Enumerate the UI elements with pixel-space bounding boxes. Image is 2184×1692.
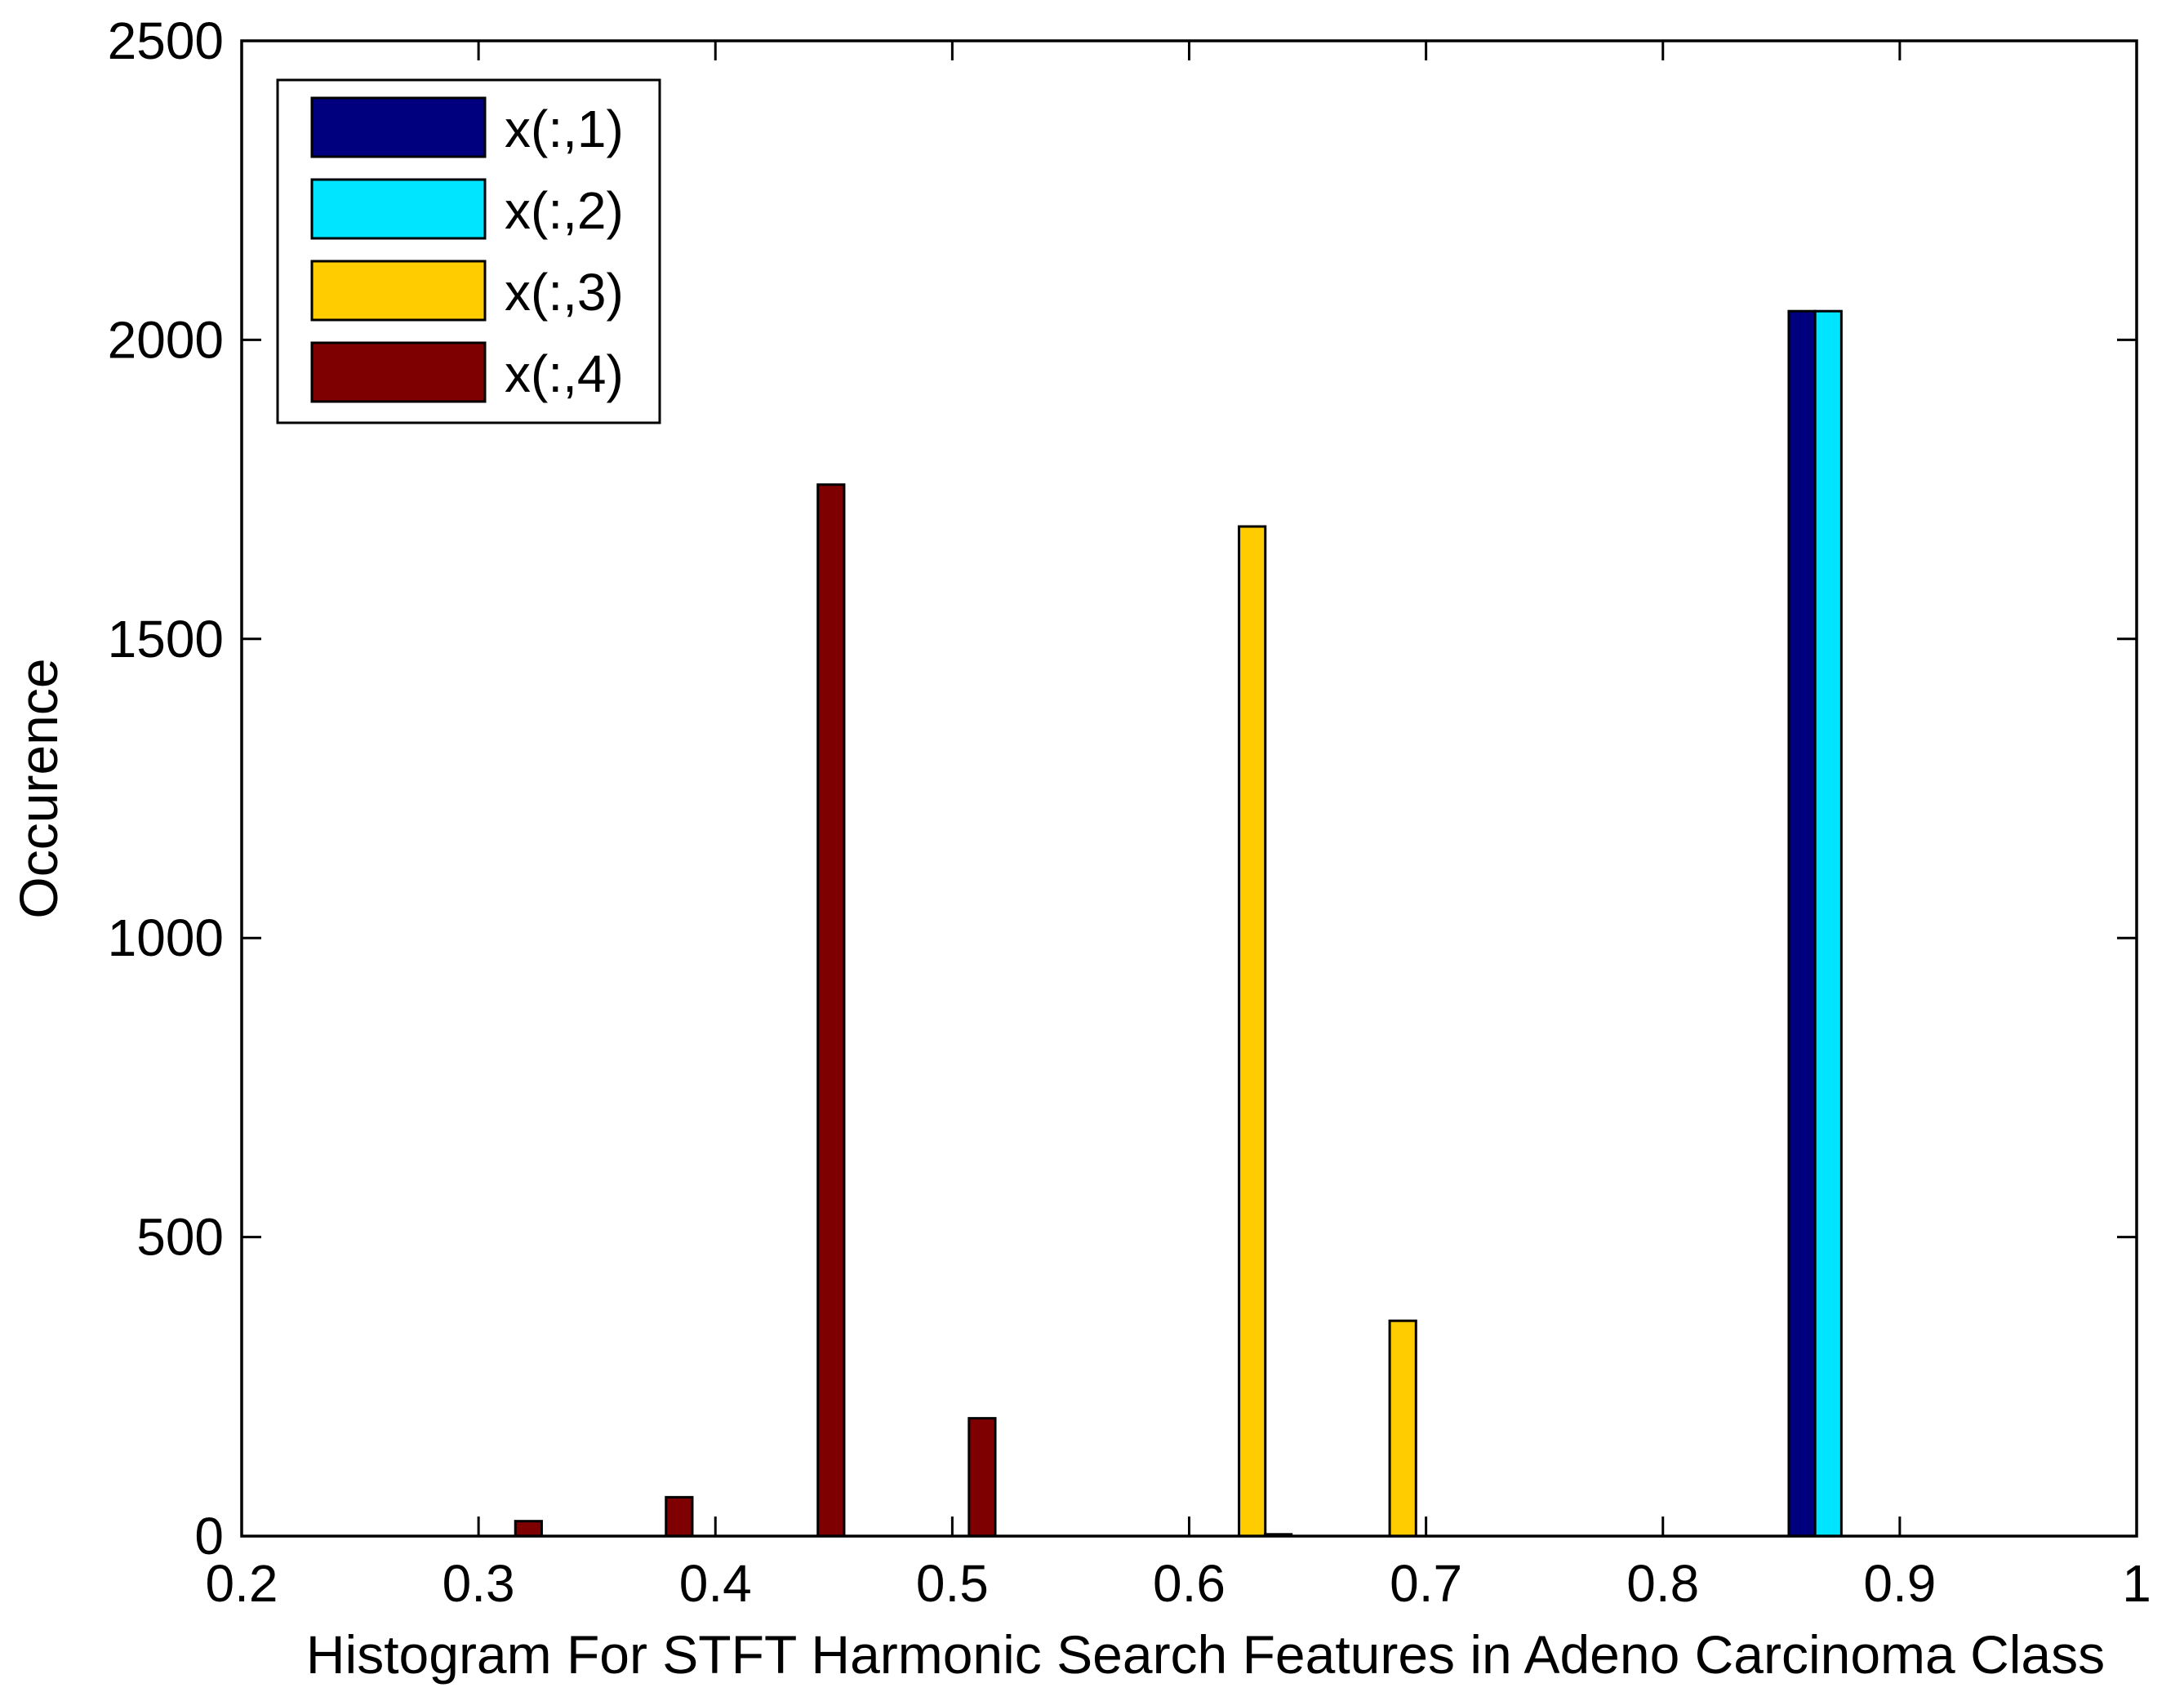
y-tick-label: 1500: [108, 610, 224, 668]
bars-layer: [514, 309, 1843, 1538]
y-tick-label: 2000: [108, 310, 224, 369]
bar-series-4-1: [514, 1520, 543, 1538]
x-tick-label: 0.2: [206, 1554, 278, 1613]
legend-swatch: [310, 260, 487, 322]
bar-series-3-2: [1388, 1319, 1417, 1538]
x-tick-label: 0.8: [1626, 1554, 1699, 1613]
legend-label: x(:,4): [505, 344, 624, 403]
bar-series-2-1: [1813, 309, 1843, 1538]
y-axis-label: Occurence: [8, 658, 69, 918]
y-tick-label: 1000: [108, 908, 224, 967]
x-axis-label: Histogram For STFT Harmonic Search Featu…: [306, 1624, 2105, 1685]
legend-swatch: [310, 178, 487, 240]
x-tick-label: 0.9: [1863, 1554, 1936, 1613]
y-tick-label: 2500: [108, 11, 224, 70]
x-tick-label: 0.4: [679, 1554, 752, 1613]
x-tick-label: 0.5: [916, 1554, 989, 1613]
bar-series-1-1: [1787, 309, 1817, 1538]
legend-label: x(:,1): [505, 100, 624, 158]
y-tick-label: 0: [194, 1507, 224, 1565]
legend-label: x(:,2): [505, 181, 624, 240]
legend: x(:,1) x(:,2) x(:,3) x(:,4): [276, 78, 661, 424]
x-tick-label: 0.6: [1153, 1554, 1225, 1613]
y-axis-ticks: 0 500 1000 1500 2000 2500: [108, 11, 2137, 1565]
legend-swatch: [310, 96, 487, 158]
x-tick-label: 1: [2122, 1554, 2151, 1613]
bar-series-4-3: [816, 483, 846, 1538]
legend-swatch: [310, 341, 487, 403]
bar-series-3-1: [1238, 525, 1267, 1538]
y-tick-label: 500: [136, 1208, 224, 1267]
x-tick-label: 0.7: [1390, 1554, 1462, 1613]
bar-series-4-2: [665, 1495, 694, 1538]
bar-series-4-4: [967, 1417, 997, 1538]
legend-label: x(:,3): [505, 263, 624, 322]
x-tick-label: 0.3: [443, 1554, 515, 1613]
x-axis-ticks: 0.2 0.3 0.4 0.5 0.6 0.7 0.8 0.9 1: [206, 41, 2151, 1613]
